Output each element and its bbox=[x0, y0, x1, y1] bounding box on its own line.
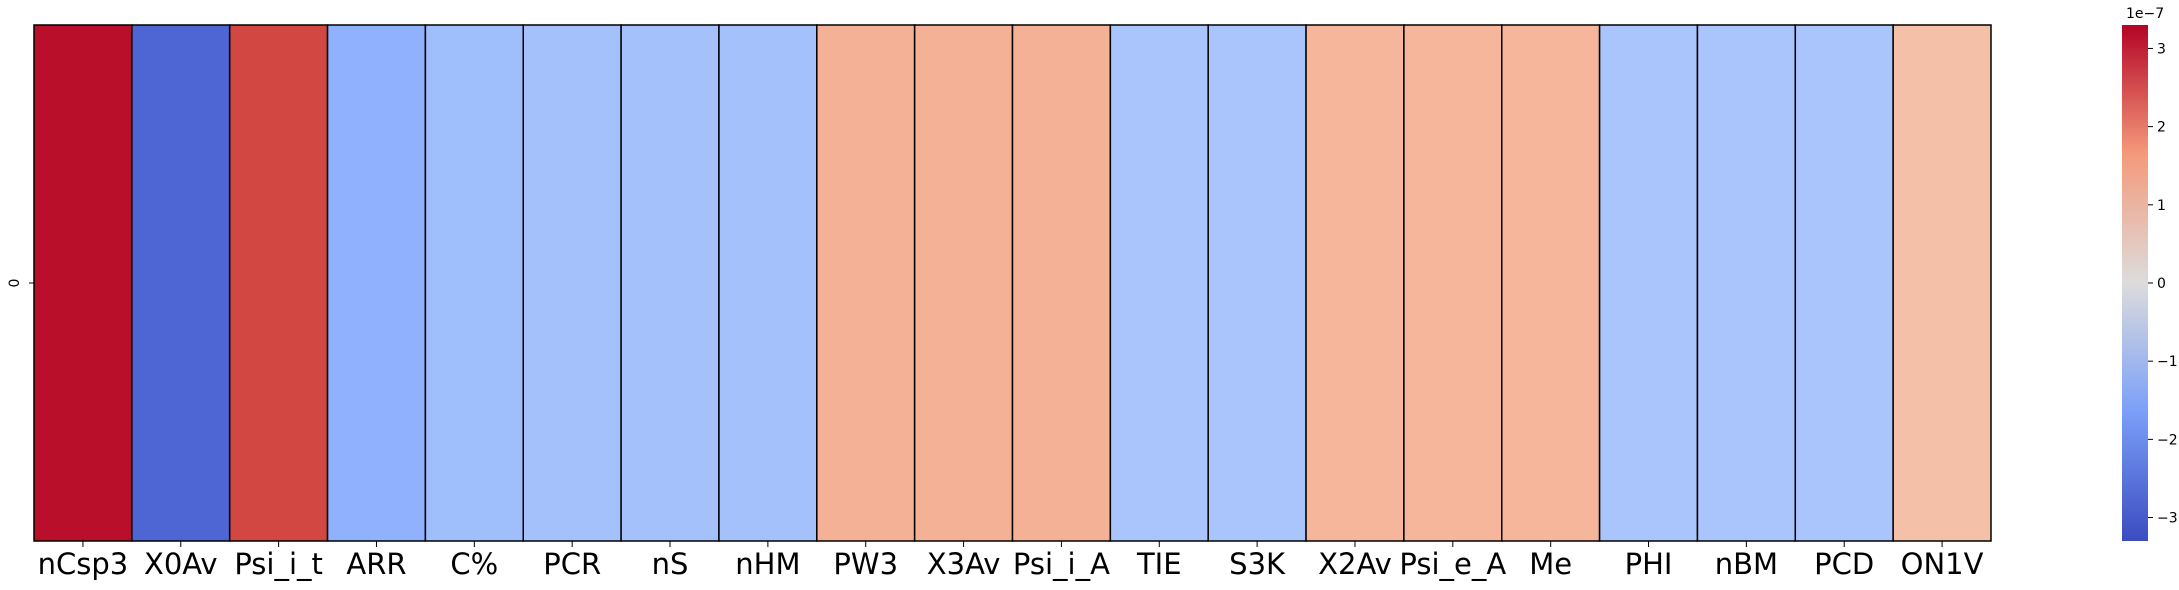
heatmap-cell-c- bbox=[424, 24, 524, 542]
y-tick-label: 0 bbox=[7, 279, 23, 288]
y-axis-ticks: 0 bbox=[7, 279, 34, 288]
heatmap-cell-psi-e-a bbox=[1403, 24, 1503, 542]
heatmap-cell-nbm bbox=[1696, 24, 1797, 542]
heatmap-cell-pcd bbox=[1794, 24, 1894, 542]
colorbar-tick-label: 0 bbox=[2157, 276, 2166, 292]
x-tick-label: Psi_i_t bbox=[234, 547, 323, 581]
x-tick-label: X0Av bbox=[144, 547, 218, 581]
x-tick-label: PCD bbox=[1814, 547, 1874, 581]
heatmap-cell-tie bbox=[1109, 24, 1209, 542]
colorbar-gradient bbox=[2122, 25, 2148, 541]
colorbar-ticks: −3 −2 −1 0 1 2 3 bbox=[2148, 41, 2178, 527]
x-tick-label: Psi_i_A bbox=[1013, 547, 1110, 581]
x-tick-label: nHM bbox=[735, 547, 800, 581]
colorbar-tick-label: −3 bbox=[2157, 511, 2178, 527]
heatmap-cell-on1v bbox=[1892, 24, 1992, 542]
heatmap-cell-arr bbox=[326, 24, 427, 542]
heatmap-cell-x0av bbox=[131, 24, 231, 542]
heatmap-cell-x2av bbox=[1305, 24, 1405, 542]
x-tick-label: X2Av bbox=[1318, 547, 1392, 581]
heatmap-cell-ns bbox=[620, 24, 720, 542]
colorbar-tick-label: 1 bbox=[2157, 198, 2166, 214]
x-tick-label: Psi_e_A bbox=[1399, 547, 1506, 581]
heatmap-cell-x3av bbox=[913, 24, 1014, 542]
heatmap-cell-psi-i-a bbox=[1011, 24, 1112, 542]
x-tick-label: S3K bbox=[1229, 547, 1286, 581]
x-tick-label: nCsp3 bbox=[38, 547, 129, 581]
x-tick-label: nS bbox=[652, 547, 689, 581]
heatmap-cell-ncsp3 bbox=[33, 24, 133, 542]
x-tick-label: ARR bbox=[346, 547, 406, 581]
heatmap-cell-me bbox=[1501, 24, 1601, 542]
x-tick-label: X3Av bbox=[927, 547, 1001, 581]
colorbar-tick-label: −2 bbox=[2157, 432, 2178, 448]
heatmap-cell-pcr bbox=[522, 24, 622, 542]
colorbar-tick-label: 2 bbox=[2157, 120, 2166, 136]
x-tick-label: TIE bbox=[1136, 547, 1182, 581]
heatmap-cells bbox=[33, 24, 1992, 542]
heatmap-cell-s3k bbox=[1207, 24, 1307, 542]
heatmap-cell-phi bbox=[1598, 24, 1699, 542]
x-tick-label: PHI bbox=[1625, 547, 1673, 581]
x-tick-label: nBM bbox=[1715, 547, 1778, 581]
x-tick-label: ON1V bbox=[1901, 547, 1984, 581]
x-tick-label: C% bbox=[450, 547, 498, 581]
heatmap-cell-psi-i-t bbox=[228, 24, 329, 542]
colorbar-multiplier-label: 1e−7 bbox=[2126, 6, 2164, 22]
x-tick-label: Me bbox=[1529, 547, 1572, 581]
heatmap-cell-nhm bbox=[718, 24, 818, 542]
heatmap-cell-pw3 bbox=[816, 24, 916, 542]
x-tick-label: PCR bbox=[543, 547, 601, 581]
colorbar: −3 −2 −1 0 1 2 3 1e−7 bbox=[2122, 6, 2178, 541]
colorbar-tick-label: 3 bbox=[2157, 41, 2166, 57]
x-axis-ticks: nCsp3 X0Av Psi_i_t ARR C% PCR nS nHM PW3 X3Av Psi_… bbox=[38, 541, 1984, 581]
x-tick-label: PW3 bbox=[833, 547, 898, 581]
colorbar-tick-label: −1 bbox=[2157, 354, 2178, 370]
